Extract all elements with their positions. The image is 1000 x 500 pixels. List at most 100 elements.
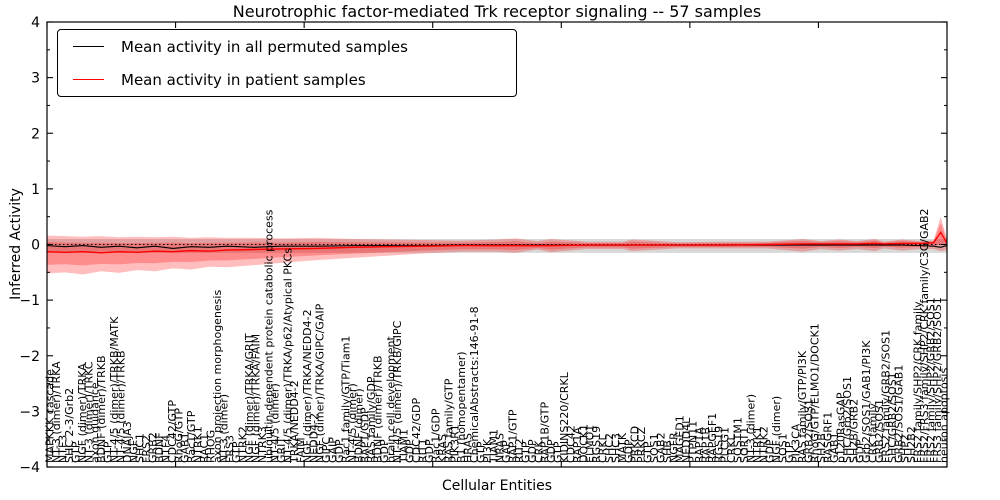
entity-tick-label: NGF (dimer)/TRKA/GRIT — [243, 333, 256, 463]
entity-tick-label: GTP — [69, 441, 82, 463]
entity-tick-label: NT-3 (dimer) — [744, 394, 757, 463]
entity-tick-label: GAB1 — [828, 432, 841, 463]
entity-tick-label: FRS2 — [140, 435, 153, 463]
entity-tick-label: GTP — [642, 441, 655, 463]
band-patient-samples-std-inner — [47, 222, 947, 266]
entity-tick-label: GDP — [854, 439, 867, 463]
entity-tick-label: NT-3 (dimer)/TRKA — [50, 361, 63, 463]
entity-tick-label: RAPGEF1 — [706, 413, 719, 463]
entity-tick-label: PRKCD — [629, 426, 642, 463]
entity-tick-label: SHC2 — [603, 433, 616, 463]
entity-tick-label: RGS19 — [712, 426, 725, 463]
entity-tick-label: FAIM — [294, 437, 307, 463]
entity-tick-label: NT-4/5 (dimer)/TRKA/p62/Atypical PKCs — [282, 248, 295, 463]
entity-tick-label: DNAJA3 — [121, 421, 134, 463]
entity-tick-label: NT-3 (dimer) — [217, 394, 230, 463]
entity-tick-label: ELMO1 — [584, 425, 597, 463]
entity-tick-label: FRS2 family/SHP2/GRB2/SOS1 — [924, 297, 937, 463]
entity-tick-label: GDP — [764, 439, 777, 463]
entity-tick-label: NT-4/5 (dimer) — [269, 383, 282, 463]
entity-tick-label: CRK family — [867, 403, 880, 463]
entity-tick-label: MAGED1 — [674, 415, 687, 463]
entity-tick-label: CDC42/GDP — [410, 397, 423, 463]
y-tick-label: −1 — [19, 293, 40, 309]
entity-tick-label: TIAM1 — [487, 429, 500, 464]
legend-label-permuted: Mean activity in all permuted samples — [121, 37, 408, 56]
entity-tick-label: CRKL — [597, 433, 610, 463]
entity-tick-label: SH2B — [815, 433, 828, 463]
entity-tick-label: RhoG/GTP — [172, 408, 185, 463]
entity-tick-label: GRB2/SOS1 — [802, 399, 815, 463]
entity-tick-label: KRAS — [436, 434, 449, 463]
entity-tick-label: NT-4/5 (dimer)/TRKB/GIPC — [391, 320, 404, 463]
entity-tick-label: FRS2 family/SHP2/CRK family — [912, 301, 925, 463]
entity-tick-label: RHOG — [204, 430, 217, 463]
entity-tick-label: PIK3CA — [789, 423, 802, 463]
entity-tick-label: NGF — [127, 440, 140, 463]
entity-tick-label: GDP — [378, 439, 391, 463]
entity-tick-label: SHC 2-3/Grb2 — [63, 388, 76, 463]
entity-tick-label: RAS family/GTP/PI3K — [796, 350, 809, 463]
y-tick-label: −3 — [19, 404, 40, 420]
entity-tick-label: FRS2/FRS3 family/SHP2/CRK family/C3G/GAB… — [918, 208, 931, 463]
entity-tick-label: RAS family/GTP — [442, 378, 455, 463]
entity-tick-label: GRB2/SOS1 — [873, 399, 886, 463]
entity-tick-label: SHC1 — [134, 433, 147, 463]
entity-tick-label: ChemicalAbstracts:146-91-8 — [468, 306, 481, 463]
x-axis-label: Cellular Entities — [441, 478, 553, 494]
y-tick-label: 0 — [31, 238, 40, 254]
entity-tick-label: RAP1/GDP — [359, 407, 372, 463]
entity-tick-label: KIDINS220/CRKL — [558, 371, 571, 463]
entity-tick-label: FRS3 family/SHP2/GRB2/SOS1 — [931, 297, 944, 463]
entity-tick-label: NGFR — [667, 432, 680, 463]
entity-tick-label: NTRK1 — [751, 426, 764, 463]
entity-tick-label: SOS1 — [648, 433, 661, 463]
entity-tick-label: SHB — [661, 440, 674, 463]
entity-tick-label: SORT1 — [738, 427, 751, 463]
entity-tick-label: GTP — [102, 441, 115, 463]
chart-title: Neurotrophic factor-mediated Trk recepto… — [232, 2, 762, 21]
entity-tick-label: RIT2 — [513, 438, 526, 463]
entity-tick-label: axon projection morphogenesis — [211, 290, 224, 463]
y-tick-label: 2 — [31, 126, 40, 142]
entity-tick-label: SH2B2 — [905, 426, 918, 463]
entity-tick-label: RIT1 — [417, 438, 430, 463]
entity-tick-label: PI3K — [481, 438, 494, 463]
entity-tick-label: CDC42/GTP — [166, 400, 179, 463]
entity-tick-label: MATK — [616, 432, 629, 463]
entity-tick-label: GDP — [404, 439, 417, 463]
entity-tick-label: GTP — [783, 441, 796, 463]
entity-tick-label: GDP — [526, 439, 539, 463]
entity-tick-label: GDP — [423, 439, 436, 463]
entity-tick-label: GAP — [500, 440, 513, 463]
entity-tick-label: CDC42 — [564, 425, 577, 463]
entity-tick-label: NGF (dimer)/TRKA/GIPC/GAIP — [314, 303, 327, 463]
entity-tick-label: NGF (dimer)/TRKA — [76, 363, 89, 463]
entity-tick-label: NGF (dimer)/TRKA/FAIM — [249, 334, 262, 463]
entity-tick-label: SH2B/GRB2 — [847, 399, 860, 463]
entity-tick-label: brain cell development — [384, 336, 397, 463]
y-tick-label: 1 — [31, 182, 40, 198]
entity-tick-label: Rac1/GTP — [185, 410, 198, 463]
entity-tick-label: NTF4 — [159, 435, 172, 463]
entity-tick-label: RhoG/GTP/ELMO1/DOCK1 — [809, 323, 822, 463]
entity-tick-label: NTRK2 — [237, 426, 250, 463]
legend-item-patient: Mean activity in patient samples — [58, 63, 516, 96]
entity-tick-label: NT-4/5 (dimer)/TRKB — [114, 350, 127, 463]
entity-tick-label: NTF3 — [57, 435, 70, 463]
entity-tick-label: GTP — [552, 441, 565, 463]
entity-tick-label: FRS2 family/GRB2/SOS1 — [879, 330, 892, 463]
entity-tick-label: GTP — [519, 441, 532, 463]
entity-tick-label: PIK3R1 — [449, 424, 462, 463]
entity-tick-label: Rac1/GDP — [429, 408, 442, 463]
entity-tick-label: RGS19 — [590, 426, 603, 463]
entity-tick-label: SHP2 — [899, 434, 912, 463]
entity-tick-label: RAP1A — [693, 427, 706, 463]
entity-tick-label: NEDD4L — [680, 417, 693, 463]
entity-tick-label: neuron apoptosis — [937, 368, 950, 463]
entity-tick-label: NTRK3 — [256, 426, 269, 463]
y-tick-label: −4 — [19, 460, 40, 476]
entity-tick-label: BDNF (dimer) — [352, 388, 365, 463]
